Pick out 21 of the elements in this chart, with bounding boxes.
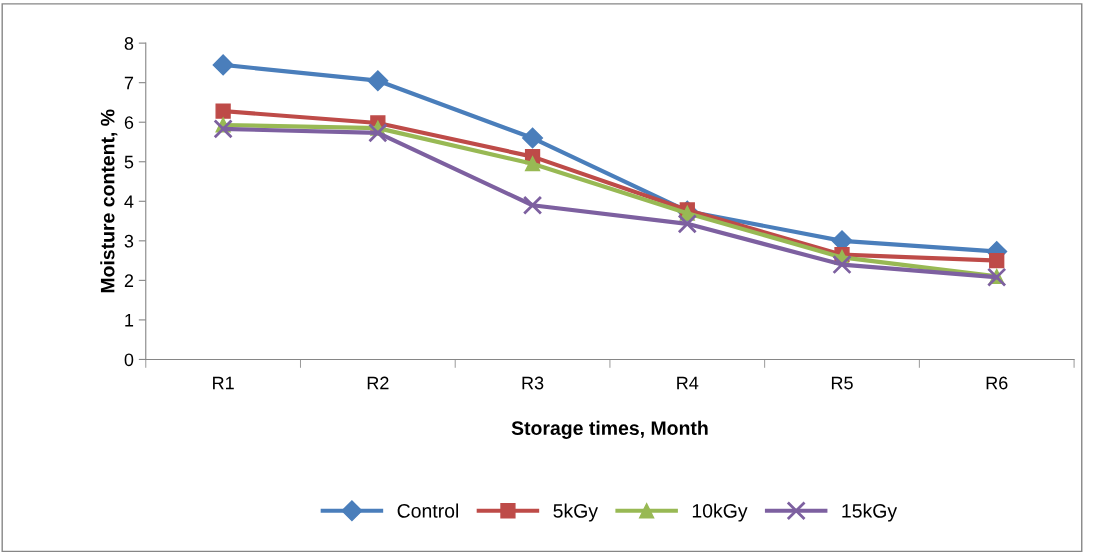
- legend-label: 10kGy: [692, 503, 748, 522]
- x-tick-label: R3: [522, 376, 544, 390]
- y-axis-title: Moisture content, %: [100, 109, 118, 293]
- y-tick-label: 1: [125, 314, 134, 327]
- x-tick-label: R1: [213, 376, 234, 390]
- legend-label: 5kGy: [553, 503, 598, 522]
- y-tick-label: 6: [124, 116, 134, 129]
- y-tick-label: 2: [124, 274, 134, 287]
- legend-label: 15kGy: [842, 503, 898, 522]
- y-tick-label: 7: [124, 76, 134, 90]
- x-tick-label: R5: [831, 376, 853, 390]
- y-tick-label: 3: [124, 234, 134, 248]
- y-tick-label: 4: [124, 195, 134, 208]
- y-tick-label: 5: [124, 155, 134, 169]
- x-axis-title: Storage times, Month: [511, 420, 708, 439]
- x-tick-label: R2: [367, 376, 389, 390]
- y-tick-label: 8: [124, 37, 134, 50]
- legend-label: Control: [397, 503, 459, 518]
- y-tick-label: 0: [124, 353, 134, 367]
- x-tick-label: R6: [986, 376, 1008, 390]
- x-tick-label: R4: [677, 376, 699, 390]
